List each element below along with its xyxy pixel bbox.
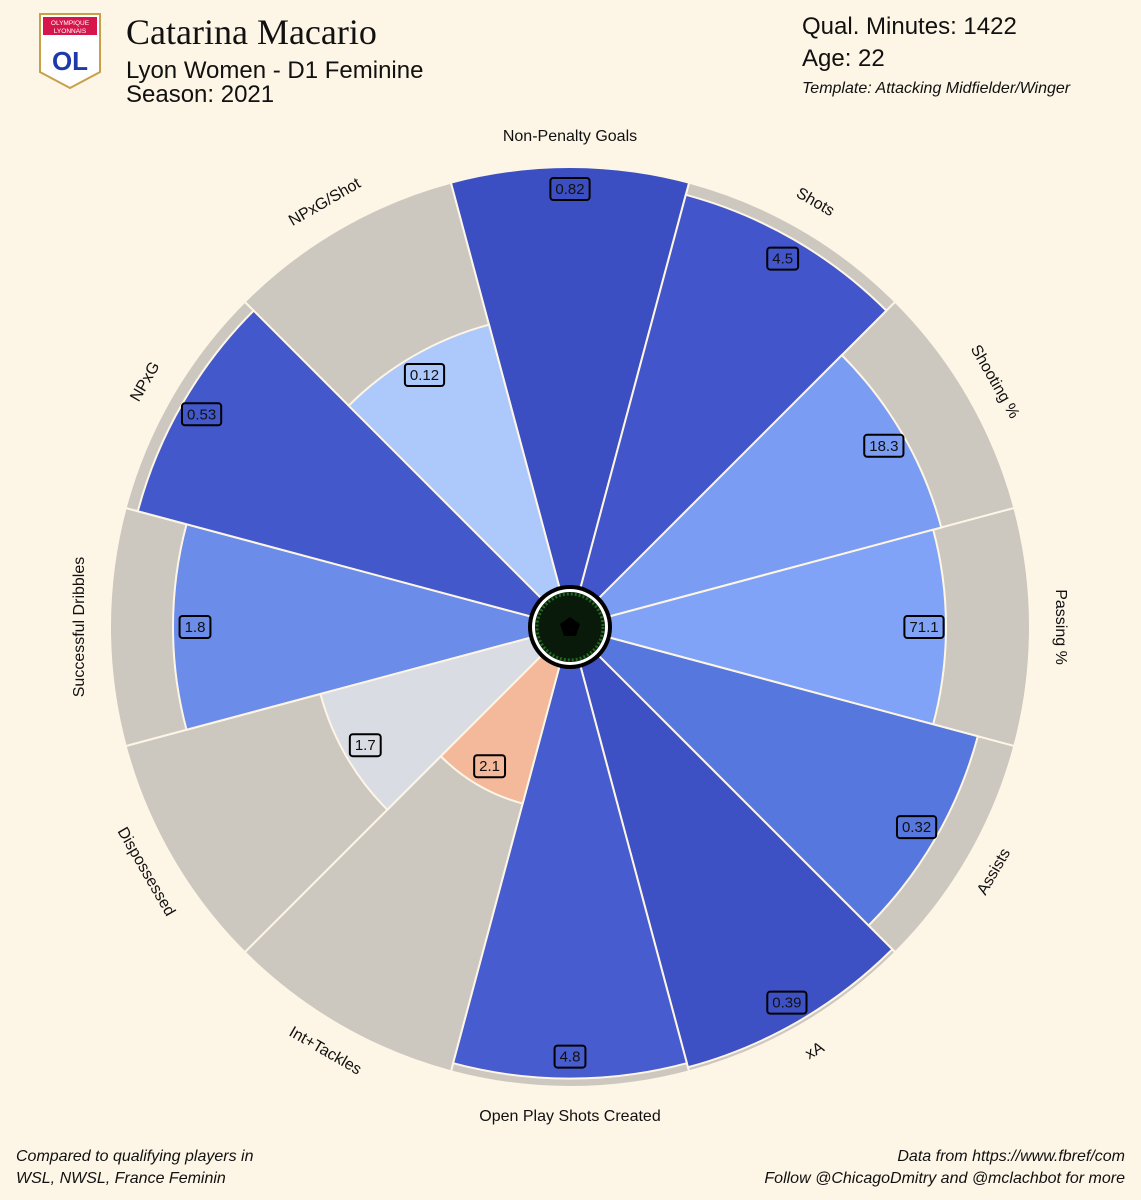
hub-pattern xyxy=(535,592,605,662)
value-label: 18.3 xyxy=(863,433,905,458)
logo-band xyxy=(43,17,97,35)
value-box xyxy=(766,246,800,271)
info-age: Age: 22 xyxy=(802,45,885,72)
value-text: 0.82 xyxy=(555,181,584,198)
value-label: 1.8 xyxy=(178,615,212,639)
value-text: 0.53 xyxy=(187,406,216,423)
value-box xyxy=(549,177,591,201)
value-label: 2.1 xyxy=(473,754,507,779)
category-label: Passing % xyxy=(1052,589,1069,665)
value-text: 0.39 xyxy=(772,995,801,1012)
logo-line2: LYONNAIS xyxy=(54,28,87,35)
value-label: 0.82 xyxy=(549,177,591,201)
footer-right: Data from https://www.fbref/com xyxy=(897,1148,1125,1165)
value-box xyxy=(348,733,382,758)
value-box xyxy=(473,754,507,779)
value-box xyxy=(863,433,905,458)
category-label: Non-Penalty Goals xyxy=(503,128,637,145)
value-text: 71.1 xyxy=(909,619,938,636)
value-box xyxy=(766,990,808,1015)
value-box xyxy=(553,1044,587,1069)
logo-line1: OLYMPIQUE xyxy=(51,20,90,27)
info-minutes: Qual. Minutes: 1422 xyxy=(802,13,1017,40)
subtitle: Lyon Women - D1 Feminine xyxy=(126,57,423,84)
value-text: 1.7 xyxy=(355,737,376,754)
logo: OLYMPIQUE LYONNAIS OL xyxy=(39,13,101,90)
value-text: 0.32 xyxy=(902,819,931,836)
hub-pentagon xyxy=(560,617,580,636)
value-label: 4.5 xyxy=(766,246,800,271)
value-text: 1.8 xyxy=(185,619,206,636)
value-box xyxy=(403,362,446,387)
footer-left: WSL, NWSL, France Feminin xyxy=(16,1170,226,1187)
center-ball xyxy=(528,585,612,669)
season: Season: 2021 xyxy=(126,81,274,108)
logo-mark: OL xyxy=(52,46,88,76)
title: Catarina Macario xyxy=(126,12,377,52)
value-box xyxy=(903,615,945,639)
value-box xyxy=(178,615,212,639)
value-box xyxy=(180,402,223,427)
value-label: 0.32 xyxy=(895,815,938,840)
value-label: 0.12 xyxy=(403,362,446,387)
value-text: 4.5 xyxy=(772,251,793,268)
value-label: 0.39 xyxy=(766,990,808,1015)
value-text: 0.12 xyxy=(410,367,439,384)
category-label: Open Play Shots Created xyxy=(479,1108,660,1125)
value-box xyxy=(895,815,938,840)
template: Template: Attacking Midfielder/Winger xyxy=(802,80,1071,97)
value-label: 1.7 xyxy=(348,733,382,758)
footer-right: Follow @ChicagoDmitry and @mclachbot for… xyxy=(764,1170,1125,1187)
footer-left: Compared to qualifying players in xyxy=(16,1148,254,1165)
value-label: 0.53 xyxy=(180,402,223,427)
value-text: 2.1 xyxy=(479,758,500,775)
value-text: 18.3 xyxy=(869,438,898,455)
value-label: 71.1 xyxy=(903,615,945,639)
value-text: 4.8 xyxy=(560,1049,581,1066)
value-label: 4.8 xyxy=(553,1044,587,1069)
category-label: Successful Dribbles xyxy=(71,557,88,698)
